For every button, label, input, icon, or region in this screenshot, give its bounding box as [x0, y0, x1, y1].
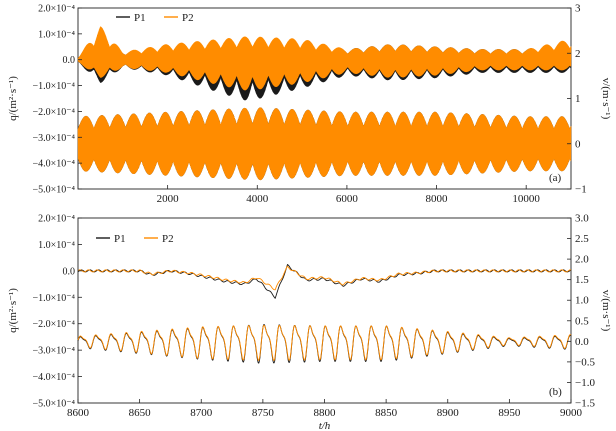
y-right-tick-label: −1: [575, 184, 587, 196]
x-tick-label: 8000: [426, 193, 449, 205]
x-tick-label: 4000: [246, 193, 269, 205]
y-left-tick-label: −4.0×10⁻⁴: [32, 372, 75, 383]
y-right-tick-label: 2.0: [575, 254, 589, 266]
x-axis: 8600 8650 8700 8750 8800 8850 8900 8950 9000: [67, 399, 583, 419]
y-right-axis: 3 2 1 0 −1: [567, 3, 587, 196]
y-left-tick-label: 0.0: [63, 55, 76, 66]
y-left-tick-label: −2.0×10⁻⁴: [32, 319, 75, 330]
series-line-p2-q: [77, 26, 572, 91]
y-right-axis-label: v/(m·s⁻¹): [600, 290, 612, 332]
y-left-tick-label: −1.0×10⁻⁴: [32, 293, 75, 304]
y-right-tick-label: 2: [575, 48, 581, 60]
x-tick-label: 10000: [512, 193, 540, 205]
series-line-p1-q: [77, 264, 572, 299]
series-group: [77, 264, 572, 364]
x-tick-label: 8600: [67, 407, 90, 419]
panel-a: 2000 4000 6000 8000 10000 2.0×10⁻⁴ 1.0×10⁻⁴ 0.0…: [7, 3, 612, 206]
y-left-tick-label: −2.0×10⁻⁴: [32, 107, 75, 118]
x-axis: 2000 4000 6000 8000 10000: [157, 185, 540, 205]
y-left-tick-label: 2.0×10⁻⁴: [38, 214, 75, 225]
y-left-tick-label: 1.0×10⁻⁴: [38, 29, 75, 40]
y-right-tick-label: 3.0: [575, 213, 589, 225]
x-tick-label: 9000: [560, 407, 583, 419]
x-tick-label: 6000: [336, 193, 359, 205]
y-right-tick-label: −0.5: [575, 356, 595, 368]
x-tick-label: 8950: [498, 407, 521, 419]
y-left-axis: 2.0×10⁻⁴ 1.0×10⁻⁴ 0.0 −1.0×10⁻⁴ −2.0×10⁻⁴ −3.…: [32, 214, 82, 410]
x-tick-label: 2000: [157, 193, 180, 205]
y-right-tick-label: 1: [575, 93, 581, 105]
x-tick-label: 8650: [129, 407, 152, 419]
legend: P1 P2: [96, 233, 174, 245]
legend-label-p1: P1: [114, 233, 126, 245]
x-axis-label: t/h: [319, 420, 331, 431]
y-left-tick-label: −5.0×10⁻⁴: [32, 185, 75, 196]
panel-b: 8600 8650 8700 8750 8800 8850 8900 8950 9000 2.0×…: [7, 213, 612, 431]
x-tick-label: 8700: [190, 407, 213, 419]
series-line-p2-q: [77, 265, 572, 291]
legend: P1 P2: [116, 12, 194, 24]
x-tick-label: 8800: [314, 407, 337, 419]
y-right-tick-label: 0.5: [575, 315, 589, 327]
y-right-axis-label: v/(m·s⁻¹): [600, 78, 612, 120]
panel-label: (a): [549, 172, 562, 184]
x-tick-label: 8850: [375, 407, 398, 419]
y-right-tick-label: 2.5: [575, 233, 589, 245]
y-right-axis: 3.0 2.5 2.0 1.5 1.0 0.5 0.0 −0.5 −1.0 −1.5: [567, 213, 595, 410]
series-line-p2-v: [77, 107, 572, 181]
y-right-tick-label: 3: [575, 3, 581, 15]
legend-label-p1: P1: [134, 12, 146, 24]
y-left-tick-label: −1.0×10⁻⁴: [32, 81, 75, 92]
y-right-tick-label: −1.0: [575, 377, 595, 389]
y-left-tick-label: 1.0×10⁻⁴: [38, 240, 75, 251]
legend-label-p2: P2: [162, 233, 174, 245]
x-tick-label: 8750: [252, 407, 275, 419]
y-left-axis: 2.0×10⁻⁴ 1.0×10⁻⁴ 0.0 −1.0×10⁻⁴ −2.0×10⁻⁴ −3.…: [32, 4, 82, 196]
legend-label-p2: P2: [182, 12, 194, 24]
y-right-tick-label: 1.0: [575, 295, 589, 307]
panel-label: (b): [549, 386, 562, 398]
y-left-tick-label: −3.0×10⁻⁴: [32, 133, 75, 144]
y-right-tick-label: 0.0: [575, 336, 589, 348]
series-line-p1-v: [77, 324, 572, 364]
y-left-tick-label: −3.0×10⁻⁴: [32, 346, 75, 357]
y-left-tick-label: 2.0×10⁻⁴: [38, 4, 75, 15]
plot-frame: [77, 217, 572, 404]
y-right-tick-label: 0: [575, 138, 581, 150]
y-left-tick-label: −5.0×10⁻⁴: [32, 399, 75, 410]
y-left-axis-label: q/(m²·s⁻¹): [7, 76, 19, 121]
series-line-p2-v: [77, 324, 572, 361]
y-left-tick-label: −4.0×10⁻⁴: [32, 159, 75, 170]
x-tick-label: 8900: [437, 407, 460, 419]
y-left-tick-label: 0.0: [63, 266, 76, 277]
y-right-tick-label: 1.5: [575, 274, 589, 286]
y-right-tick-label: −1.5: [575, 398, 595, 410]
series-group: [77, 26, 572, 181]
y-left-axis-label: q/(m²·s⁻¹): [7, 288, 19, 333]
